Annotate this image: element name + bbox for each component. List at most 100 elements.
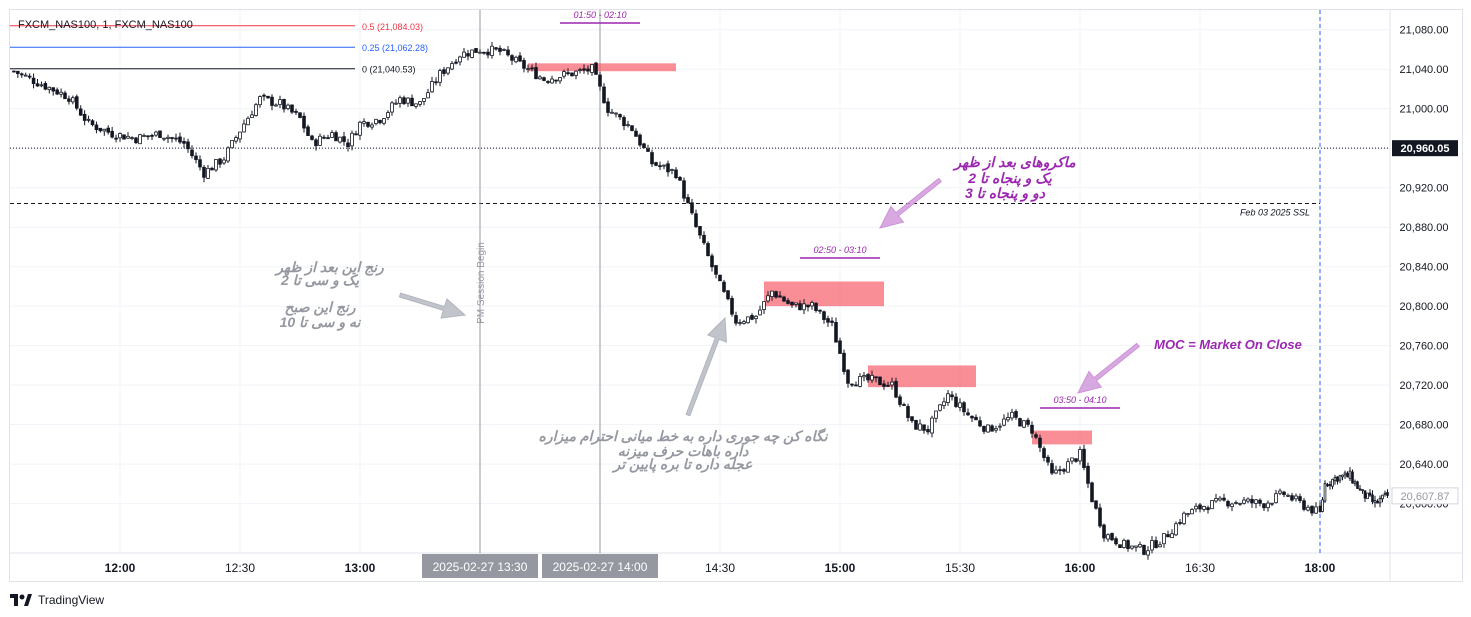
moc-note: MOC = Market On Close: [1154, 337, 1302, 352]
candle-body: [762, 301, 766, 310]
candle-body: [254, 104, 258, 116]
time-highlight-box: [542, 554, 658, 578]
macro-note-line: دو و پنجاه تا 3: [965, 185, 1046, 202]
candle-body: [194, 155, 198, 160]
candle-body: [958, 402, 962, 408]
candle-body: [846, 369, 850, 384]
candle-body: [886, 384, 890, 387]
candle-body: [222, 159, 226, 164]
candle-body: [834, 322, 838, 343]
candle-body: [1298, 496, 1302, 501]
candle-body: [402, 97, 406, 105]
candle-body: [1363, 490, 1367, 499]
candle-body: [1058, 469, 1062, 472]
candle-body: [1238, 502, 1242, 505]
candle-body: [150, 134, 154, 137]
candle-body: [690, 202, 694, 214]
candle-body: [98, 127, 103, 132]
candle-body: [1106, 534, 1110, 540]
candle-body: [1178, 522, 1182, 524]
candle-body: [866, 374, 870, 381]
candle-body: [606, 101, 610, 113]
candle-body: [1078, 449, 1082, 462]
candle-body: [826, 318, 830, 323]
candle-body: [1146, 550, 1150, 556]
candle-body: [734, 315, 738, 324]
candle-body: [1110, 533, 1114, 541]
candle-body: [398, 97, 402, 104]
candle-body: [386, 112, 390, 118]
candle-body: [1034, 434, 1038, 438]
tradingview-logo-icon: [10, 594, 32, 606]
candle-body: [1278, 490, 1282, 494]
candle-body: [1086, 465, 1090, 484]
candle-body: [1222, 497, 1226, 501]
candle-body: [358, 121, 362, 136]
candle-body: [1314, 506, 1318, 514]
candle-body: [1094, 500, 1098, 509]
candle-body: [1383, 492, 1387, 495]
candle-body: [1274, 493, 1278, 504]
candle-body: [330, 132, 334, 138]
candle-body: [1154, 540, 1158, 549]
candle-body: [106, 127, 110, 133]
candle-body: [526, 68, 530, 71]
candle-body: [578, 69, 582, 71]
candle-body: [71, 97, 75, 103]
time-tick-label: 12:00: [105, 561, 136, 575]
candle-body: [486, 51, 490, 56]
price-tick-label: 20,840.00: [1400, 262, 1449, 274]
candle-body: [190, 149, 194, 157]
candle-body: [434, 81, 438, 84]
candle-body: [766, 295, 770, 302]
candle-body: [414, 103, 418, 107]
candle-body: [466, 53, 470, 57]
candle-body: [230, 139, 234, 149]
zone-box: [764, 281, 884, 307]
candle-body: [310, 135, 314, 140]
candle-body: [842, 352, 846, 372]
candle-body: [314, 139, 318, 147]
candle-body: [810, 302, 814, 307]
candle-body: [1343, 472, 1347, 476]
candle-body: [898, 396, 902, 405]
macro-arrow: [879, 177, 942, 229]
candle-body: [798, 303, 802, 311]
candle-body: [874, 376, 878, 379]
candle-body: [518, 55, 522, 62]
candle-body: [818, 309, 822, 312]
candle-body: [490, 45, 494, 56]
symbol-label[interactable]: FXCM_NAS100, 1, FXCM_NAS100: [18, 19, 193, 31]
candle-body: [1150, 540, 1154, 551]
candle-body: [938, 404, 942, 411]
candle-body: [338, 136, 342, 143]
candle-body: [1361, 489, 1364, 491]
candle-body: [694, 213, 698, 227]
candle-body: [1070, 457, 1074, 462]
candle-body: [1118, 544, 1122, 548]
candle-body: [290, 104, 294, 113]
candle-body: [882, 383, 886, 387]
current-price-tag: [1392, 140, 1458, 157]
candle-body: [522, 60, 526, 69]
candle-body: [35, 83, 40, 87]
candle-body: [1138, 544, 1142, 548]
candle-body: [570, 72, 574, 77]
candle-body: [378, 119, 382, 124]
candle-body: [1194, 505, 1198, 510]
candle-body: [1166, 534, 1170, 538]
candle-body: [666, 163, 670, 173]
candle-body: [1190, 509, 1194, 515]
candle-body: [510, 55, 514, 61]
candle-body: [67, 98, 71, 102]
candle-body: [142, 135, 146, 137]
candle-body: [438, 70, 442, 83]
candle-body: [538, 76, 542, 80]
tradingview-logo[interactable]: TradingView: [10, 591, 104, 609]
candle-body: [658, 165, 662, 168]
candle-body: [1030, 424, 1034, 434]
candle-body: [1130, 545, 1134, 549]
candle-body: [998, 425, 1002, 428]
candle-body: [1218, 497, 1222, 501]
